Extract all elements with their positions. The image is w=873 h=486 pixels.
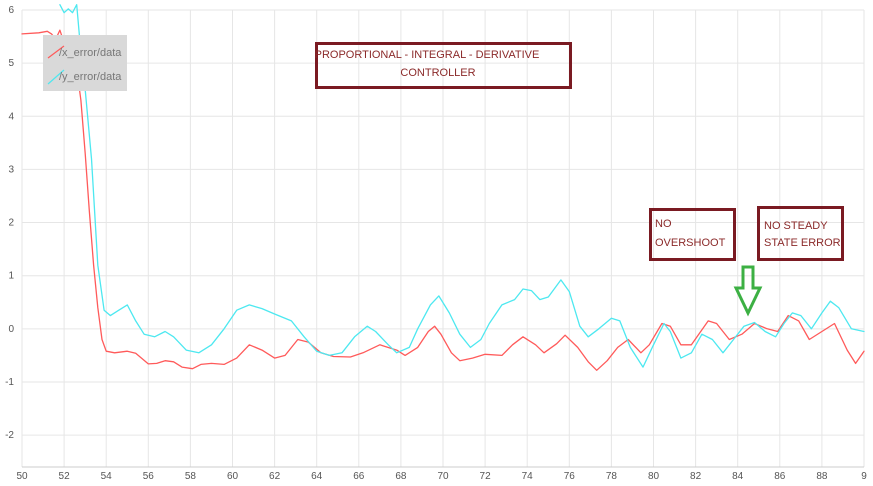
x-tick-label: 68 — [395, 471, 407, 482]
x-tick-labels: 50 52 54 56 58 60 62 64 66 68 70 72 74 76 78 80 82 84 86 88… — [16, 471, 867, 482]
y-tick-label: 1 — [8, 271, 14, 282]
annotation-no-overshoot-line1: NO — [655, 218, 672, 230]
annotation-pid-title-line1: PROPORTIONAL - INTEGRAL - DERIVATIVE — [315, 49, 540, 61]
y-tick-label: 4 — [8, 111, 14, 122]
x-tick-label: 88 — [816, 471, 828, 482]
x-tick-label: 58 — [185, 471, 197, 482]
y-tick-label: 6 — [8, 5, 14, 16]
x-tick-label: 52 — [59, 471, 71, 482]
annotation-no-steady-state-error-line1: NO STEADY — [764, 220, 828, 232]
annotation-no-overshoot-line2: OVERSHOOT — [655, 237, 726, 249]
x-tick-label: 64 — [311, 471, 323, 482]
y-tick-label: 2 — [8, 218, 14, 229]
legend: /x_error/data /y_error/data — [43, 35, 127, 91]
x-tick-label: 62 — [269, 471, 281, 482]
x-tick-label: 54 — [101, 471, 113, 482]
x-tick-label: 86 — [774, 471, 786, 482]
x-tick-label: 84 — [732, 471, 744, 482]
annotation-box-pid-title — [315, 42, 572, 89]
x-tick-label: 60 — [227, 471, 239, 482]
x-tick-label: 66 — [353, 471, 365, 482]
annotations: PROPORTIONAL - INTEGRAL - DERIVATIVE CON… — [315, 42, 844, 317]
legend-box — [43, 35, 127, 91]
x-tick-label: 50 — [16, 471, 28, 482]
x-tick-label: 80 — [648, 471, 660, 482]
annotation-box-no-overshoot — [649, 208, 736, 261]
y-tick-label: 3 — [8, 164, 14, 175]
x-tick-label: 9 — [861, 471, 867, 482]
x-tick-label: 70 — [437, 471, 449, 482]
x-tick-label: 82 — [690, 471, 702, 482]
annotation-no-steady-state-error-line2: STATE ERROR — [764, 237, 841, 249]
x-tick-label: 72 — [480, 471, 492, 482]
annotation-box-no-steady-state-error — [757, 206, 844, 261]
y-tick-label: 0 — [8, 324, 14, 335]
legend-label-x-error: /x_error/data — [59, 47, 122, 59]
green-down-arrow — [733, 265, 763, 317]
series-line-y-error — [59, 4, 865, 368]
x-tick-label: 76 — [564, 471, 576, 482]
series-lines — [21, 4, 865, 371]
legend-swatch-x-error — [47, 45, 65, 59]
legend-label-y-error: /y_error/data — [59, 71, 122, 83]
x-tick-label: 56 — [143, 471, 155, 482]
annotation-pid-title-line2: CONTROLLER — [400, 67, 475, 79]
y-tick-label: 5 — [8, 58, 14, 69]
x-tick-label: 78 — [606, 471, 618, 482]
y-tick-label: -2 — [5, 430, 14, 441]
y-tick-label: -1 — [5, 377, 14, 388]
legend-swatch-y-error — [47, 69, 65, 85]
x-tick-label: 74 — [522, 471, 534, 482]
series-line-x-error — [21, 29, 865, 371]
y-tick-labels: 6 5 4 3 2 1 0 -1 -2 — [5, 5, 14, 441]
